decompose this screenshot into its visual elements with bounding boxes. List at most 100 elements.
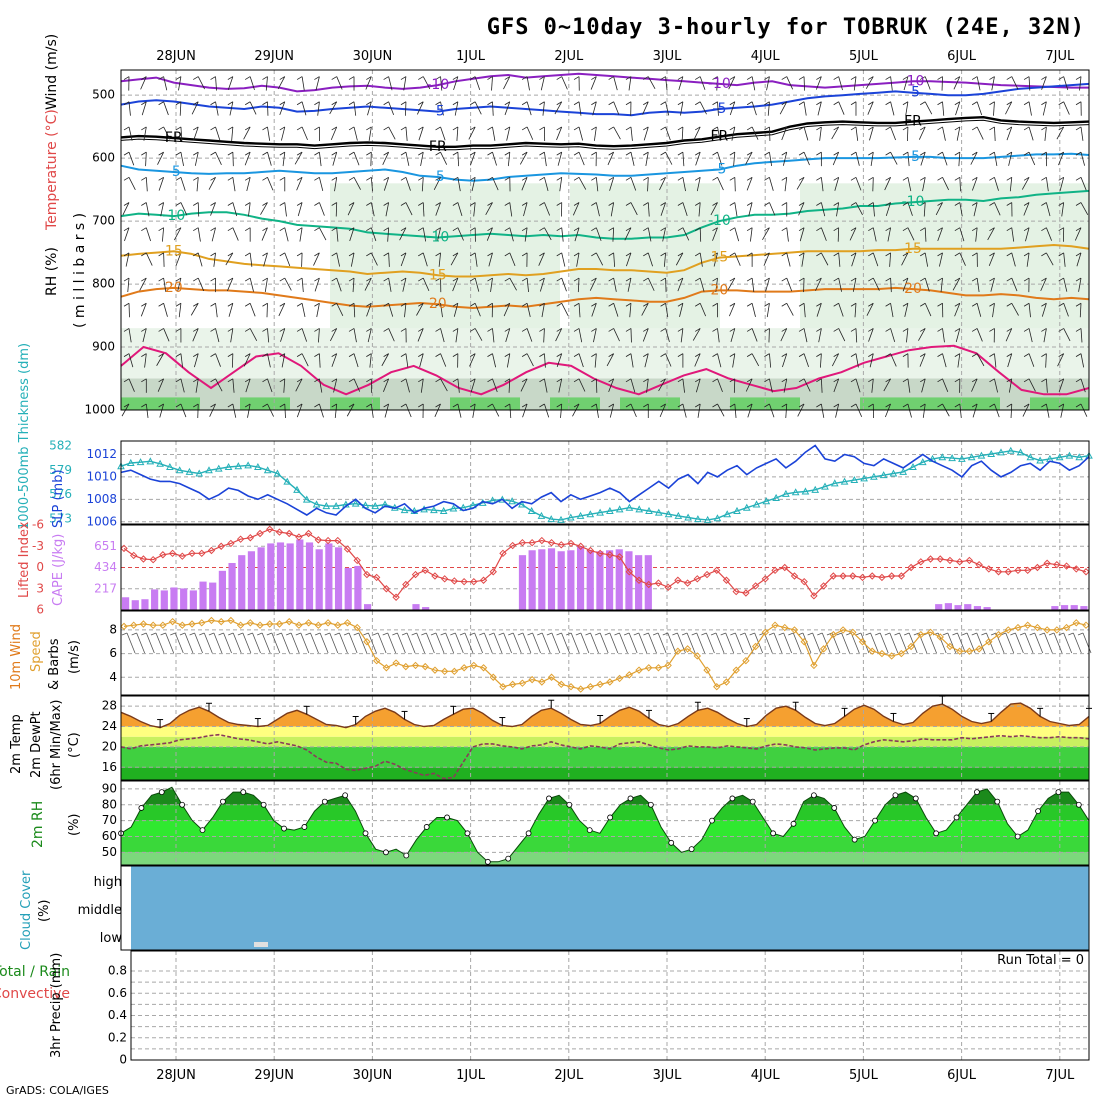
wind-barb-flag [643, 252, 649, 257]
cape-bar [218, 570, 226, 610]
wind-barb [595, 227, 602, 241]
wind-barb-flag [971, 328, 978, 332]
wind-barb [280, 328, 286, 342]
wind-barb-flag [1075, 302, 1082, 307]
wind10m-barb [397, 632, 406, 654]
wind-barb-flag [193, 126, 199, 131]
wind-barb [853, 76, 857, 91]
wind-barb-flag [262, 252, 268, 257]
wind-barb-flag [296, 302, 303, 307]
temp2m-tick: 24 [102, 719, 117, 733]
wind-barb-flag [816, 353, 822, 357]
rh2m-point [810, 792, 817, 799]
wind-barb [717, 353, 722, 368]
wind10m-barb-flag [305, 632, 311, 636]
wind-barb [437, 227, 441, 242]
wind-barb-flag [660, 151, 666, 156]
wind-barb [317, 101, 320, 116]
wind-barb-flag [608, 277, 614, 282]
wind-barb [658, 378, 666, 392]
wind-barb-flag [487, 202, 493, 206]
li-point [839, 572, 847, 580]
wind-barb-flag [989, 252, 995, 257]
wind-barb-flag [1075, 176, 1082, 181]
wind-barb-flag [227, 101, 234, 106]
wind-barb-flag [296, 176, 303, 181]
li-point [965, 556, 974, 565]
wind-barb [284, 252, 291, 267]
wind-barb [421, 177, 424, 192]
cape-bar [151, 589, 159, 610]
wind-barb [734, 252, 741, 266]
wind-barb [331, 353, 338, 367]
wind-barb [1059, 177, 1065, 191]
wind-barb [728, 76, 736, 90]
wind-barb-flag [625, 76, 632, 80]
wind-barb [887, 227, 891, 242]
wind-barb-flag [764, 126, 770, 131]
wind-barb-flag [504, 227, 511, 232]
wind-barb [699, 303, 707, 317]
wind-barb [457, 202, 463, 217]
wind-barb [228, 303, 234, 317]
wind-barb-flag [348, 252, 355, 257]
dewpt2m-axis-label: 2m DewPt [29, 711, 44, 778]
wind10m-point [188, 620, 196, 628]
thickness-point [879, 471, 888, 479]
wind-barb [833, 378, 840, 393]
wind-barb [163, 278, 167, 292]
wind-barb-flag [123, 252, 130, 257]
wind-axis-label: Wind (m/s) [44, 34, 60, 110]
li-point [363, 570, 371, 579]
wind-barb-flag [729, 403, 736, 408]
wind-barb-flag [850, 302, 857, 307]
wind-barb-flag [193, 101, 199, 106]
wind-barb-flag [937, 252, 943, 257]
wind-barb [976, 328, 983, 342]
cape-bar [412, 604, 420, 610]
wind-barb-flag [175, 403, 182, 408]
bottom-date-label: 30JUN [353, 1068, 393, 1083]
wind-barb [803, 101, 807, 116]
wind-barb-flag [694, 277, 701, 282]
wind-barb-flag [1006, 227, 1012, 232]
wind-barb [679, 303, 684, 317]
wind-barb [261, 227, 268, 241]
wind10m-barb [416, 632, 426, 654]
wind-barb-flag [1041, 76, 1047, 80]
wind-barb-flag [1006, 151, 1012, 156]
wind-barb-flag [746, 126, 753, 131]
wind-barb-flag [418, 403, 424, 408]
wind-barb-flag [331, 252, 337, 257]
wind-barb-flag [643, 403, 649, 408]
wind-barb [918, 126, 926, 140]
wind-barb-flag [435, 227, 441, 232]
top-date-label: 30JUN [353, 49, 393, 64]
wind-barb [801, 252, 805, 267]
wind-barb-flag [279, 302, 285, 307]
wind-barb-flag [677, 252, 684, 257]
wind-barb-flag [314, 403, 320, 408]
li-point [576, 542, 585, 550]
wind-barb [884, 177, 891, 191]
wind-barb [544, 177, 549, 191]
wind-barb-flag [504, 101, 511, 106]
wind-barb-flag [902, 353, 909, 357]
rh2m-point [383, 849, 389, 856]
wind-barb [746, 177, 753, 191]
wind-barb [645, 152, 649, 167]
wind-barb [178, 76, 182, 91]
thickness-point [948, 454, 956, 462]
wind10m-barb [570, 632, 580, 654]
wind-barb-flag [435, 277, 441, 282]
wind10m-point [567, 683, 575, 691]
wind-barb-flag [937, 202, 943, 206]
wind-barb-flag [279, 126, 285, 131]
wind-barb-flag [1023, 403, 1030, 408]
cape-bar [964, 604, 972, 610]
wind-barb [197, 76, 205, 90]
wind10m-point [450, 667, 459, 676]
wind-barb-flag [435, 328, 441, 332]
thickness-point [586, 510, 595, 518]
wind-barb [555, 328, 563, 342]
